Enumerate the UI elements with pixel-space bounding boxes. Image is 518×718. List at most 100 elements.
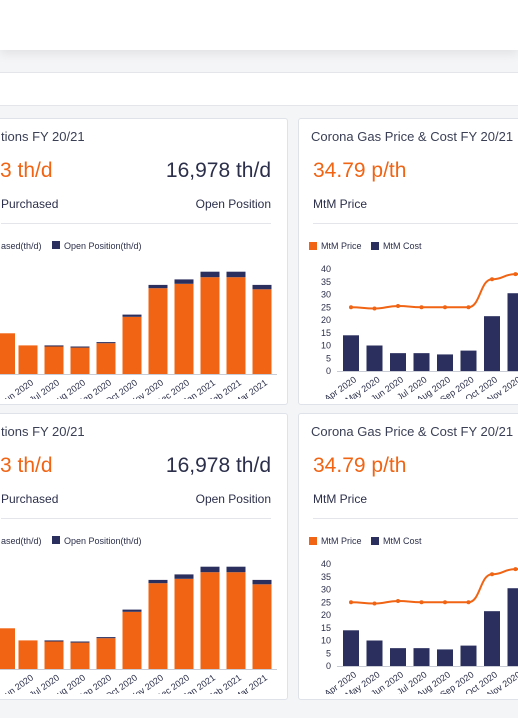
open-position-label: Open Position <box>195 197 271 211</box>
mtm-price-label: MtM Price <box>313 197 367 211</box>
legend-swatch-mtm-price <box>309 242 317 250</box>
bar-purchased <box>226 572 246 669</box>
bar-purchased <box>174 578 194 669</box>
bar-mtm-cost <box>460 645 477 666</box>
bar-mtm-cost <box>343 335 359 371</box>
card-title: Corona Gas Price & Cost FY 20/21 <box>311 424 514 439</box>
bar-mtm-cost <box>507 588 518 666</box>
bar-mtm-cost <box>413 353 430 371</box>
mtm-price-value: 34.79 p/th <box>313 159 407 182</box>
gas-positions-card-1: tions FY 20/21 3 th/d 16,978 th/d Purcha… <box>0 118 288 405</box>
bar-purchased <box>122 316 142 374</box>
bar-mtm-cost <box>390 648 406 666</box>
point-mtm-price <box>419 600 424 605</box>
point-mtm-price <box>443 600 447 605</box>
bar-purchased <box>252 584 272 669</box>
point-mtm-price <box>372 601 377 606</box>
bar-purchased <box>44 346 64 374</box>
bar-open-position <box>252 579 272 585</box>
bar-open-position <box>174 574 194 579</box>
purchased-value: 3 th/d <box>0 454 53 477</box>
positions-chart: ased(th/d) Open Position(th/d)un 2020Jul … <box>0 536 277 694</box>
y-tick-label: 5 <box>326 353 331 363</box>
bar-mtm-cost <box>366 640 383 666</box>
bar-open-position <box>96 637 116 639</box>
bar-mtm-cost <box>413 648 430 666</box>
point-mtm-price <box>490 277 494 282</box>
mtm-price-value: 34.79 p/th <box>313 454 407 477</box>
card-divider <box>313 223 518 224</box>
point-mtm-price <box>466 600 471 605</box>
bar-open-position <box>200 566 220 573</box>
legend-label-mtm-cost: MtM Cost <box>383 536 422 546</box>
y-tick-label: 20 <box>321 315 331 325</box>
bar-mtm-cost <box>366 345 383 371</box>
y-tick-label: 15 <box>321 623 331 633</box>
y-tick-label: 40 <box>321 264 331 274</box>
legend-label-open-position: Open Position(th/d) <box>64 241 142 251</box>
bar-purchased <box>252 289 272 374</box>
bar-mtm-cost <box>437 649 453 666</box>
point-mtm-price <box>443 305 447 310</box>
card-divider <box>313 518 518 519</box>
legend-label-purchased: ased(th/d) <box>1 536 42 546</box>
gas-price-cost-card-2: Corona Gas Price & Cost FY 20/21 34.79 p… <box>298 413 518 700</box>
bar-purchased <box>148 288 168 374</box>
purchased-label: Purchased <box>1 197 59 211</box>
legend-swatch-open-position <box>52 241 60 249</box>
bar-open-position <box>174 279 194 284</box>
bar-purchased <box>96 638 116 669</box>
legend-swatch-open-position <box>52 536 60 544</box>
y-tick-label: 25 <box>321 597 331 607</box>
legend-swatch-mtm-cost <box>371 242 379 250</box>
bar-purchased <box>226 277 246 374</box>
bar-open-position <box>122 314 142 317</box>
y-tick-label: 5 <box>326 648 331 658</box>
card-title: tions FY 20/21 <box>1 424 85 439</box>
point-mtm-price <box>349 305 353 310</box>
gas-price-cost-card-1: Corona Gas Price & Cost FY 20/21 34.79 p… <box>298 118 518 405</box>
bar-open-position <box>44 640 64 642</box>
bar-mtm-cost <box>484 611 500 666</box>
bar-open-position <box>226 271 246 278</box>
y-tick-label: 20 <box>321 610 331 620</box>
bar-open-position <box>252 284 272 290</box>
bar-partial <box>0 628 15 669</box>
point-mtm-price <box>349 600 353 605</box>
open-position-value: 16,978 th/d <box>165 159 271 182</box>
bar-open-position <box>200 271 220 278</box>
bar-purchased <box>70 347 90 374</box>
bar-open-position <box>148 579 168 584</box>
point-mtm-price <box>466 305 471 310</box>
y-tick-label: 10 <box>321 636 331 646</box>
legend-label-mtm-price: MtM Price <box>321 536 362 546</box>
bar-open-position <box>70 641 90 643</box>
bar-open-position <box>44 345 64 347</box>
bar-mtm-cost <box>390 353 406 371</box>
point-mtm-price <box>513 272 518 277</box>
bar-purchased <box>148 583 168 669</box>
bar-open-position <box>148 284 168 289</box>
bar-partial <box>0 333 15 374</box>
y-tick-label: 15 <box>321 328 331 338</box>
bar-purchased <box>18 345 38 374</box>
card-divider <box>1 518 271 519</box>
y-tick-label: 10 <box>321 341 331 351</box>
bar-mtm-cost <box>507 293 518 371</box>
point-mtm-price <box>490 572 494 577</box>
y-tick-label: 40 <box>321 559 331 569</box>
point-mtm-price <box>396 303 400 308</box>
y-tick-label: 30 <box>321 585 331 595</box>
y-tick-label: 35 <box>321 572 331 582</box>
positions-chart: ased(th/d) Open Position(th/d)un 2020Jul … <box>0 241 277 399</box>
bar-purchased <box>70 642 90 669</box>
purchased-value: 3 th/d <box>0 159 53 182</box>
mtm-price-label: MtM Price <box>313 492 367 506</box>
top-app-bar <box>0 0 518 50</box>
bar-open-position <box>226 566 246 573</box>
y-tick-label: 25 <box>321 302 331 312</box>
legend-label-mtm-price: MtM Price <box>321 241 362 251</box>
legend-swatch-mtm-cost <box>371 537 379 545</box>
